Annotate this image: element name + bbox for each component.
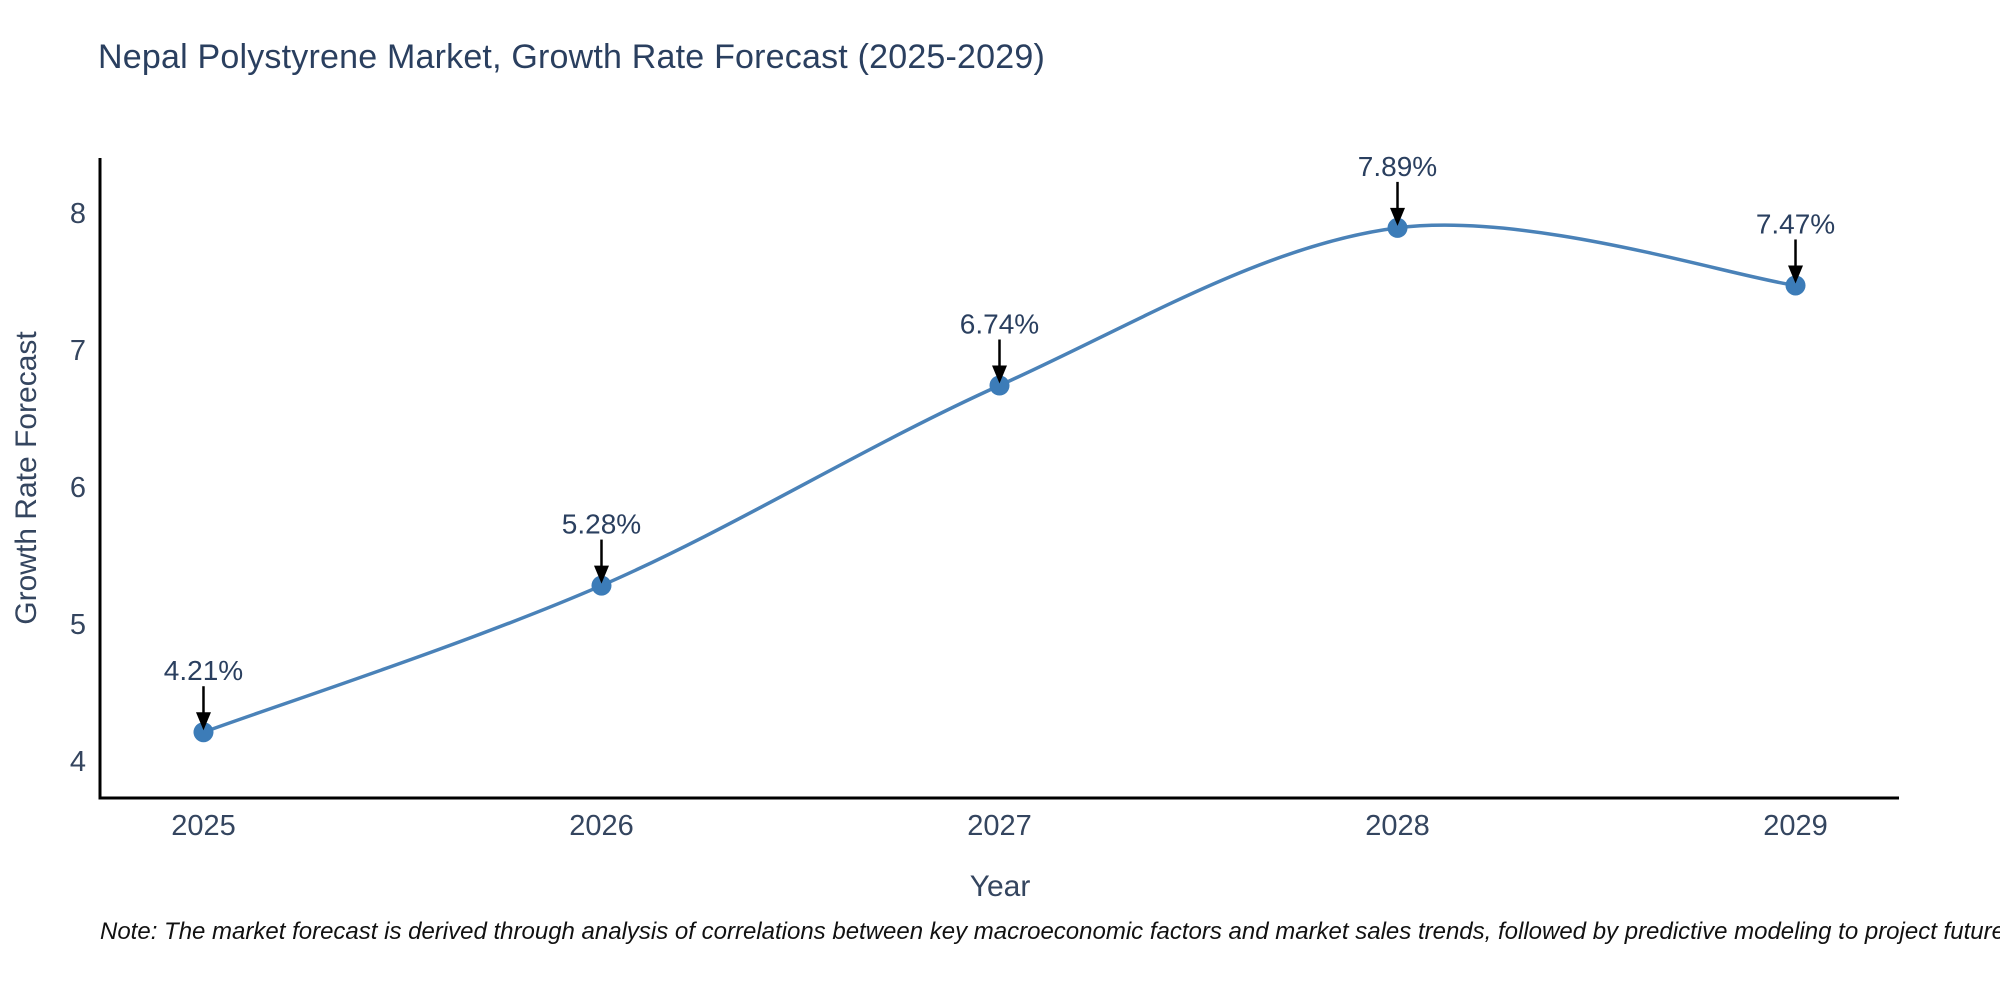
x-tick-label: 2027	[967, 810, 1032, 842]
annotation-label: 6.74%	[960, 308, 1039, 339]
plot-area: 4 5 6 7 8 2025 2026 2027 2028 2029 4.21% 5.28% 6.74%…	[70, 151, 1899, 842]
annotation-arrowhead-icon	[1788, 265, 1804, 284]
y-tick-label: 4	[70, 746, 86, 778]
y-tick-label: 6	[70, 472, 86, 504]
annotation-arrowhead-icon	[992, 365, 1007, 384]
annotation-arrowhead-icon	[593, 565, 609, 584]
annotation-arrowhead-icon	[1390, 207, 1406, 226]
x-tick-label: 2028	[1365, 810, 1430, 842]
x-tick-label: 2029	[1763, 810, 1828, 842]
footnote: Note: The market forecast is derived thr…	[100, 918, 2000, 945]
data-point-marker	[591, 575, 612, 596]
x-tick-label: 2026	[569, 810, 634, 842]
y-axis-title: Growth Rate Forecast	[10, 331, 43, 625]
data-point-marker	[193, 722, 214, 743]
annotation-label: 7.47%	[1756, 208, 1835, 239]
y-tick-label: 8	[70, 198, 86, 230]
y-tick-label: 7	[70, 335, 86, 367]
trace-line	[201, 223, 1798, 734]
y-tick-label: 5	[70, 609, 86, 641]
x-tick-label: 2025	[171, 810, 236, 842]
x-axis-title: Year	[970, 870, 1031, 903]
annotation-arrowhead-icon	[195, 712, 211, 731]
annotation-label: 5.28%	[562, 509, 641, 540]
chart-title: Nepal Polystyrene Market, Growth Rate Fo…	[98, 38, 1046, 76]
data-point-marker	[989, 375, 1010, 396]
annotation-label: 7.89%	[1358, 151, 1437, 182]
data-point-marker	[1785, 275, 1806, 296]
data-point-marker	[1387, 217, 1408, 238]
annotation-label: 4.21%	[164, 655, 243, 686]
